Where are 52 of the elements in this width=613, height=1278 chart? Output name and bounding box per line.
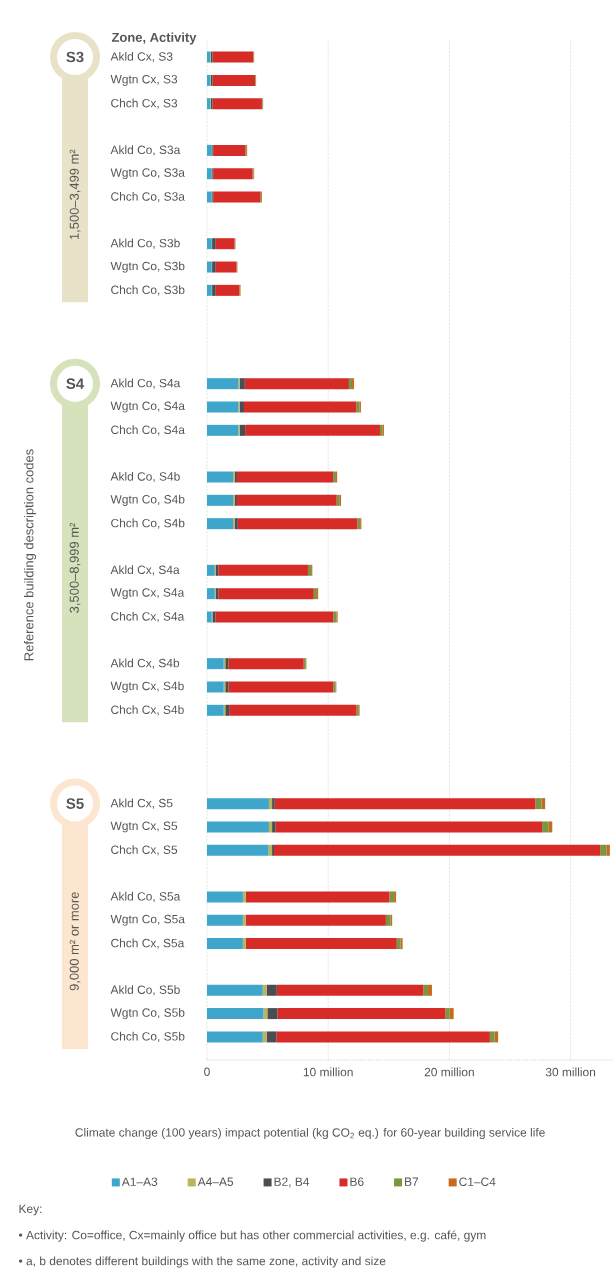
text: Key: (19, 1204, 42, 1216)
text: Reference building description codes (23, 449, 37, 661)
y-tick-label: Chch Cx, S3 (111, 98, 178, 109)
y-tick-label: Wgtn Cx, S3 (110, 74, 178, 86)
y-tick-label: Wgtn Co, S3b (110, 261, 185, 273)
x-axis-title: Climate change (100 years) impact potential (kg CO$_{2}$ eq.) for 60-year building service life (75, 1127, 545, 1140)
text: S4 (66, 378, 85, 389)
y-tick-label: Akld Co, S4b (110, 471, 180, 483)
y-tick-label: Akld Co, S5b (110, 985, 180, 996)
y-tick-label: Chch Cx, S4a (111, 611, 185, 623)
legend-label: A4–A5 (197, 1177, 234, 1186)
y-tick-label: Chch Co, S4a (111, 425, 185, 436)
y-tick-label: Chch Cx, S5 (111, 845, 178, 856)
y-tick-label: Wgtn Co, S5b (110, 1008, 185, 1020)
y-tick-label: Wgtn Cx, S4a (110, 588, 185, 600)
y-tick-label: Chch Co, S3b (111, 285, 185, 296)
text: Zone, Activity (111, 32, 197, 45)
text: • a, b denotes different buildings with the same zone, activity and size (18, 1256, 386, 1268)
y-tick-label: Akld Co, S3b (110, 238, 180, 249)
y-tick-label: Akld Co, S4a (110, 378, 181, 389)
y-tick-label: Chch Cx, S4b (111, 705, 184, 716)
legend-label: C1–C4 (459, 1177, 496, 1186)
x-tick-label: 30 million (545, 1067, 596, 1077)
y-tick-label: Wgtn Co, S3a (110, 168, 185, 180)
text: S3 (66, 51, 84, 63)
legend-label: A1–A3 (121, 1177, 158, 1186)
y-tick-label: Chch Cx, S5a (111, 938, 185, 949)
legend-label: B2, B4 (274, 1177, 310, 1188)
y-tick-label: Wgtn Co, S4a (110, 401, 185, 413)
y-tick-label: Chch Co, S5b (111, 1031, 185, 1043)
x-tick-label: 20 million (424, 1067, 474, 1077)
legend-label: B7 (405, 1177, 419, 1186)
text: • Activity: Co=office, Cx=mainly office but has other commercial activities, e.g. café, gym (18, 1230, 486, 1242)
y-tick-label: Akld Cx, S4b (110, 658, 180, 669)
text: 3,500–8,999 m² (69, 522, 81, 613)
y-tick-label: Akld Cx, S4a (110, 565, 180, 576)
text: S5 (66, 798, 84, 809)
text: 1,500–3,499 m² (69, 149, 81, 240)
x-tick-label: 10 million (303, 1067, 353, 1077)
y-tick-label: Akld Cx, S5 (110, 798, 173, 809)
text: 9,000 m² or more (69, 892, 81, 991)
y-tick-label: Chch Co, S3a (111, 191, 185, 203)
y-tick-label: Akld Cx, S3 (110, 51, 173, 63)
y-tick-label: Wgtn Co, S5a (110, 914, 185, 926)
y-tick-label: Chch Co, S4b (111, 518, 185, 529)
y-tick-label: Wgtn Cx, S4b (110, 681, 184, 693)
y-tick-label: Akld Co, S3a (110, 145, 181, 156)
y-tick-label: Akld Co, S5a (110, 891, 181, 903)
x-tick-label: 0 (204, 1067, 210, 1077)
y-tick-label: Wgtn Co, S4b (110, 494, 185, 506)
legend-label: B6 (350, 1177, 364, 1186)
y-tick-label: Wgtn Cx, S5 (110, 821, 178, 833)
